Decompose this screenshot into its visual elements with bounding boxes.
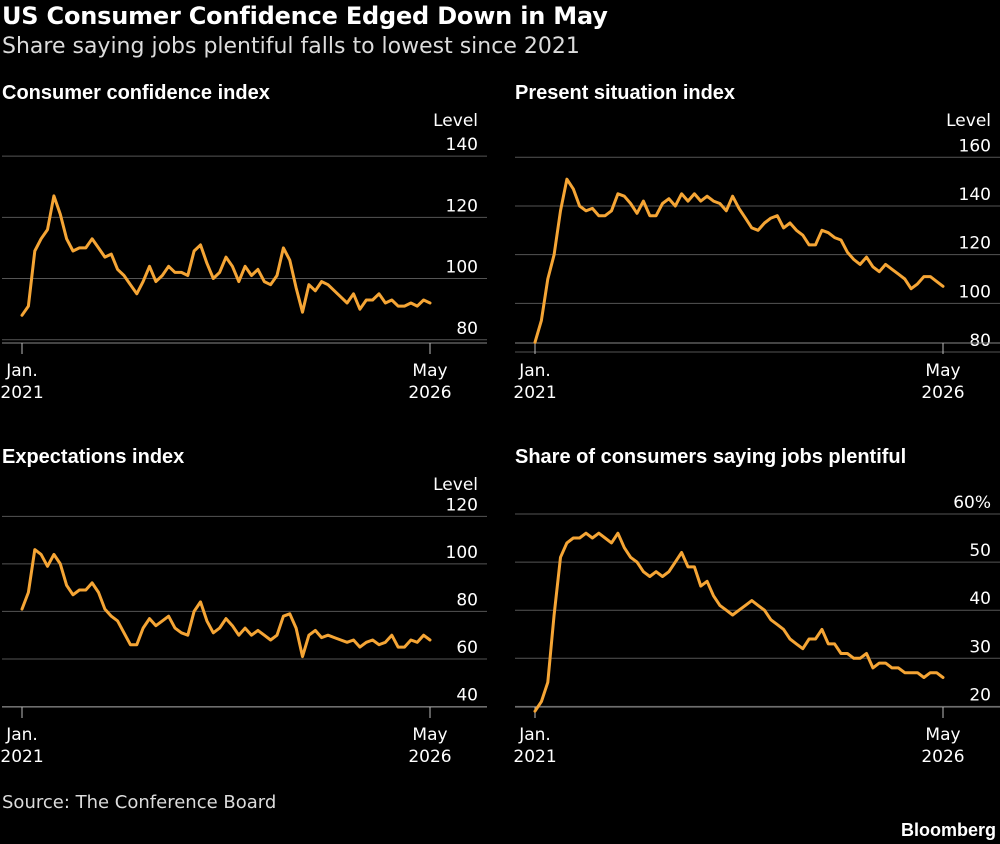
chart-subtitle: Share saying jobs plentiful falls to low… [2, 34, 580, 59]
y-tick-label: 140 [959, 185, 991, 205]
y-tick-label: 60 [456, 638, 478, 658]
x-tick-label: May [412, 725, 447, 745]
y-tick-label: 50 [969, 541, 991, 561]
x-tick-label: Jan. [518, 725, 551, 745]
y-tick-label: 80 [456, 590, 478, 610]
y-tick-label: 100 [446, 543, 478, 563]
panel-expectations: Expectations index Level 40 60 80 100 120 Jan.… [0, 446, 487, 776]
y-tick-label: 120 [446, 495, 478, 515]
y-tick-label: 140 [446, 135, 478, 155]
panel-title: Share of consumers saying jobs plentiful [515, 446, 907, 468]
panel-consumer-confidence: Consumer confidence index Level 80 100 120 1… [0, 82, 487, 412]
y-tick-label: 40 [456, 685, 478, 705]
panel-title: Consumer confidence index [2, 82, 270, 104]
x-tick-label: 2021 [0, 747, 43, 767]
x-tick-label: May [925, 725, 960, 745]
y-tick-label: 80 [969, 331, 991, 351]
x-tick-label: 2021 [0, 383, 43, 403]
x-tick-label: 2026 [408, 383, 451, 403]
chart-title: US Consumer Confidence Edged Down in May [2, 2, 608, 30]
series-line [533, 177, 945, 344]
series-line [20, 194, 432, 317]
y-tick-label: 20 [969, 685, 991, 705]
source-note: Source: The Conference Board [2, 792, 277, 813]
y-tick-label: 100 [446, 258, 478, 278]
y-tick-label: 30 [969, 637, 991, 657]
panel-jobs-plentiful: Share of consumers saying jobs plentiful… [513, 446, 1000, 776]
y-tick-label: 100 [959, 282, 991, 302]
bloomberg-logo: Bloomberg [900, 820, 996, 840]
x-tick-label: 2021 [513, 747, 556, 767]
y-tick-label: 60% [953, 493, 991, 513]
panel-present-situation: Present situation index Level 80 100 120 140… [513, 82, 1000, 412]
x-tick-label: Jan. [5, 725, 38, 745]
series-line [533, 531, 945, 713]
unit-label: Level [433, 475, 478, 495]
panel-title: Present situation index [515, 82, 736, 104]
unit-label: Level [433, 111, 478, 131]
y-tick-label: 120 [959, 234, 991, 254]
x-tick-label: May [412, 361, 447, 381]
x-tick-label: May [925, 361, 960, 381]
y-tick-label: 160 [959, 136, 991, 156]
x-tick-label: 2021 [513, 383, 556, 403]
x-tick-label: Jan. [518, 361, 551, 381]
y-tick-label: 120 [446, 196, 478, 216]
x-tick-label: 2026 [921, 383, 964, 403]
y-tick-label: 40 [969, 589, 991, 609]
x-tick-label: 2026 [921, 747, 964, 767]
y-tick-label: 80 [456, 319, 478, 339]
panel-title: Expectations index [2, 446, 185, 468]
series-line [20, 548, 432, 659]
x-tick-label: 2026 [408, 747, 451, 767]
x-tick-label: Jan. [5, 361, 38, 381]
unit-label: Level [946, 111, 991, 131]
